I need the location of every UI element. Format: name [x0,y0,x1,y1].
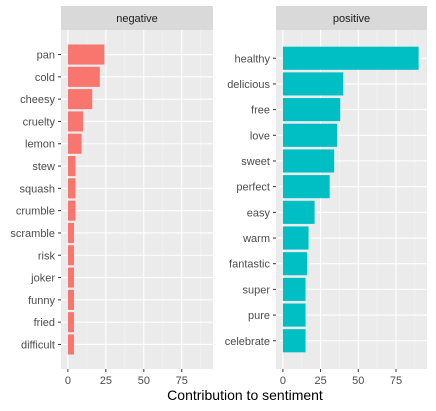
bar-fantastic [282,252,308,276]
bar-fried [67,312,74,333]
y-tick-label-pan: pan [37,50,55,62]
y-tick-label-free: free [251,105,270,117]
y-tick-label-super: super [242,284,270,296]
y-tick-label-crumble: crumble [16,206,55,218]
x-tick-label: 25 [100,375,112,387]
y-tick-label-difficult: difficult [21,339,55,351]
y-tick-label-risk: risk [38,250,56,262]
y-tick-label-joker: joker [30,273,55,285]
y-tick-label-funny: funny [28,295,55,307]
bar-cheesy [67,89,93,110]
bar-celebrate [282,329,306,353]
y-tick-label-fantastic: fantastic [229,259,270,271]
x-tick-label: 0 [280,375,286,387]
panel-negative: negative pan cold cheesy cruelty lemon stew squ… [10,6,213,387]
y-tick-label-scramble: scramble [10,228,55,240]
y-tick-label-healthy: healthy [235,53,271,65]
bar-lemon [67,133,82,154]
bar-easy [282,200,315,224]
x-axis-title: Contribution to sentiment [167,387,323,403]
y-tick-label-lemon: lemon [25,139,55,151]
x-tick-label: 0 [65,375,71,387]
bar-warm [282,226,309,250]
bar-pure [282,303,306,327]
bar-delicious [282,72,344,96]
strip-label-negative: negative [116,13,158,25]
bar-risk [67,245,74,266]
bar-love [282,123,338,147]
bar-squash [67,178,76,199]
x-tick-label: 75 [390,375,402,387]
panel-positive: positive healthy delicious free love sweet per… [225,6,427,387]
bar-stew [67,156,76,177]
bar-cruelty [67,111,84,132]
y-tick-label-sweet: sweet [241,156,270,168]
y-tick-label-squash: squash [20,183,55,195]
y-tick-label-celebrate: celebrate [225,336,270,348]
bar-crumble [67,200,76,221]
bar-super [282,277,306,301]
y-tick-label-easy: easy [247,207,271,219]
bar-perfect [282,175,330,199]
y-tick-label-cheesy: cheesy [20,94,55,106]
bar-scramble [67,222,74,243]
bar-sweet [282,149,335,173]
y-tick-label-love: love [250,130,270,142]
bar-funny [67,289,74,310]
bar-pan [67,44,105,65]
x-tick-label: 50 [138,375,150,387]
bar-cold [67,66,100,87]
y-tick-label-warm: warm [242,233,270,245]
bar-free [282,98,341,122]
bar-healthy [282,46,419,70]
y-tick-label-perfect: perfect [236,182,270,194]
y-tick-label-fried: fried [34,317,55,329]
strip-label-positive: positive [333,13,370,25]
y-tick-label-delicious: delicious [227,79,270,91]
y-tick-label-cold: cold [35,72,55,84]
y-tick-label-cruelty: cruelty [23,116,56,128]
strip-negative [61,6,213,30]
y-tick-label-pure: pure [248,310,270,322]
x-tick-label: 50 [352,375,364,387]
x-tick-label: 25 [314,375,326,387]
bar-joker [67,267,74,288]
bar-difficult [67,334,74,355]
y-tick-label-stew: stew [32,161,55,173]
x-tick-label: 75 [176,375,188,387]
strip-positive [276,6,427,30]
